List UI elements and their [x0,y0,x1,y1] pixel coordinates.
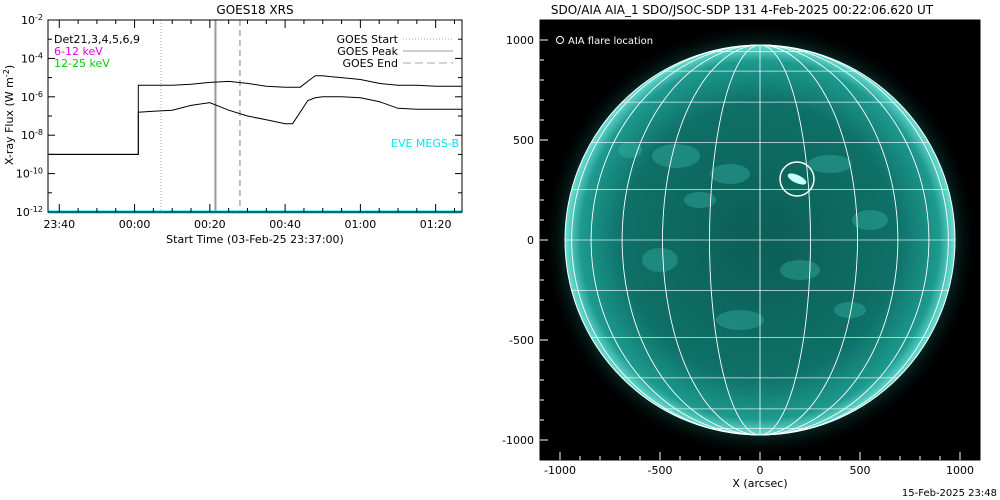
active-region-blob [808,155,852,173]
goes-legend-left: Det21,3,4,5,6,9 6-12 keV 12-25 keV [54,33,140,70]
legend-circle-icon [556,36,564,44]
aia-title: SDO/AIA AIA_1 SDO/JSOC-SDP 131 4-Feb-202… [551,3,934,17]
legend-flare-label: AIA flare location [568,36,653,47]
active-region-blob [684,192,716,208]
active-region-blob [852,210,888,230]
active-region-blob [716,310,764,330]
active-region-blob [780,260,820,280]
solar-limb [564,44,956,436]
aia-y-tick-label: 500 [513,134,534,147]
goes-title: GOES18 XRS [216,3,293,17]
flare-kernel [787,173,807,185]
flare-location-circle [779,161,815,197]
goes-legend-right: GOES Start GOES Peak GOES End [337,33,453,70]
active-region-blob [618,142,642,158]
aia-x-tick-label: 0 [757,464,764,477]
series-upper [48,75,462,155]
legend-goes-end: GOES End [342,57,398,70]
legend-det: Det21,3,4,5,6,9 [54,33,140,46]
legend-goes-peak: GOES Peak [337,45,398,58]
aia-axes: -1000 -500 0 500 1000 1000 500 0 -500 -1000 [502,19,981,477]
x-tick-label: 00:00 [119,218,151,231]
aia-y-tick-label: 0 [527,234,534,247]
series-lower [48,96,462,155]
aia-x-tick-label: 1000 [946,464,974,477]
aia-y-tick-label: 1000 [506,34,534,47]
aia-plot-area [541,21,979,459]
x-tick-label: 00:20 [194,218,226,231]
eve-label: EVE MEGS-B [391,137,459,150]
goes-xlabel: Start Time (03-Feb-25 23:37:00) [166,233,344,246]
aia-y-tick-label: -500 [509,334,534,347]
active-region-blob [642,248,678,272]
y-tick-label: 10-4 [21,51,43,66]
y-tick-label: 10-12 [16,205,43,220]
legend-6-12: 6-12 keV [54,45,103,58]
goes-ylabel: X-ray Flux (W m-2) [2,65,17,165]
y-tick-label: 10-6 [21,89,43,104]
x-tick-label: 01:00 [345,218,377,231]
y-tick-label: 10-8 [21,128,43,143]
aia-xlabel: X (arcsec) [732,477,787,490]
active-region-blob [834,302,866,318]
legend-12-25: 12-25 keV [54,57,110,70]
aia-y-tick-label: -1000 [502,434,534,447]
active-region-blob [652,144,700,168]
legend-goes-start: GOES Start [337,33,399,46]
x-tick-label: 23:40 [43,218,75,231]
y-tick-label: 10-10 [16,166,43,181]
aia-x-tick-label: -1000 [544,464,576,477]
y-tick-label: 10-2 [21,13,43,28]
aia-x-tick-label: 500 [850,464,871,477]
active-region-blob [710,164,750,184]
aia-legend: AIA flare location [556,36,653,47]
aia-x-tick-label: -500 [648,464,673,477]
x-tick-label: 01:20 [420,218,452,231]
footer-timestamp: 15-Feb-2025 23:48 [902,488,997,499]
x-tick-label: 00:40 [269,218,301,231]
